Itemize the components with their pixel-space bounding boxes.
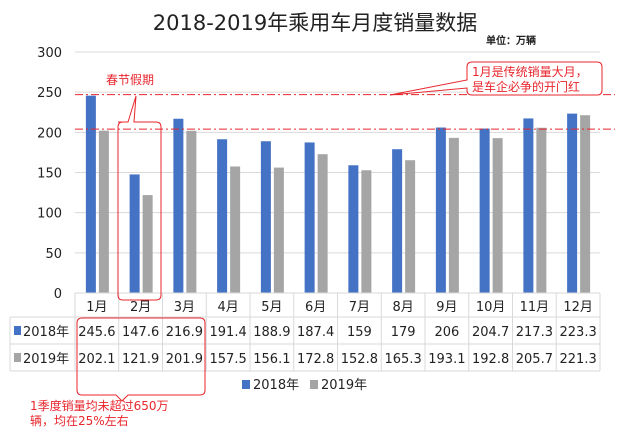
x-tick-label: 11月 <box>520 300 550 315</box>
january-callout <box>389 61 603 96</box>
data-label: 192.8 <box>472 352 509 367</box>
bar-2019 <box>536 127 547 293</box>
legend-key <box>242 380 250 389</box>
january-note-line2: 是车企必争的开门红 <box>472 79 580 94</box>
data-label: 217.3 <box>516 325 553 340</box>
table-legend-key <box>14 353 21 362</box>
bar-2019 <box>98 130 109 293</box>
data-label: 121.9 <box>122 352 159 367</box>
y-tick-label: 250 <box>37 86 62 101</box>
data-label: 216.9 <box>166 325 203 340</box>
q1-note-line2: 辆，均在25%左右 <box>30 413 129 427</box>
bar-2018 <box>479 128 490 293</box>
bar-2018 <box>567 113 578 294</box>
bar-2018 <box>129 174 140 293</box>
bar-2018 <box>348 165 359 293</box>
bar-2019 <box>273 167 284 293</box>
data-label: 156.1 <box>253 352 290 367</box>
data-label: 147.6 <box>122 325 159 340</box>
bar-2018 <box>392 149 403 293</box>
bar-2018 <box>85 95 96 294</box>
data-label: 193.1 <box>428 352 465 367</box>
x-tick-label: 4月 <box>217 300 238 315</box>
data-label: 201.9 <box>166 352 203 367</box>
x-tick-label: 8月 <box>392 300 413 315</box>
data-label: 152.8 <box>341 352 378 367</box>
data-label: 172.8 <box>297 352 334 367</box>
bar-2019 <box>580 115 591 293</box>
legend-label: 2018年 <box>253 378 299 393</box>
bar-2018 <box>435 127 446 293</box>
legend-key <box>310 380 318 389</box>
bar-2019 <box>448 137 459 293</box>
table-legend-key <box>14 326 21 335</box>
bar-2019 <box>405 160 416 293</box>
bar-2019 <box>492 138 503 293</box>
x-tick-label: 12月 <box>563 300 593 315</box>
y-tick-label: 200 <box>37 126 62 141</box>
data-label: 206 <box>434 325 459 340</box>
data-label: 191.4 <box>210 325 247 340</box>
data-label: 245.6 <box>78 325 115 340</box>
bar-2018 <box>523 118 534 293</box>
y-tick-label: 150 <box>37 167 62 182</box>
x-tick-label: 3月 <box>174 300 195 315</box>
data-label: 188.9 <box>253 325 290 340</box>
bar-2018 <box>304 142 315 293</box>
x-tick-label: 6月 <box>305 300 326 315</box>
data-label: 159 <box>347 325 372 340</box>
data-label: 187.4 <box>297 325 334 340</box>
data-label: 157.5 <box>210 352 247 367</box>
bar-2019 <box>186 130 197 293</box>
bar-2019 <box>361 170 372 293</box>
bar-2018 <box>217 139 228 293</box>
table-series-name: 2019年 <box>23 352 69 367</box>
data-label: 204.7 <box>472 325 509 340</box>
x-tick-label: 10月 <box>476 300 506 315</box>
spring-festival-label: 春节假期 <box>106 73 154 87</box>
y-tick-label: 50 <box>45 247 62 262</box>
x-tick-label: 7月 <box>349 300 370 315</box>
legend-label: 2019年 <box>321 378 367 393</box>
bar-2019 <box>317 154 328 293</box>
january-note-line1: 1月是传统销量大月， <box>472 64 588 79</box>
bar-2018 <box>173 118 184 293</box>
data-label: 205.7 <box>516 352 553 367</box>
data-label: 179 <box>391 325 416 340</box>
bar-2018 <box>260 141 271 293</box>
data-label: 165.3 <box>385 352 422 367</box>
x-tick-label: 2月 <box>130 300 151 315</box>
unit-label: 单位：万辆 <box>486 34 536 47</box>
bar-2019 <box>230 166 241 293</box>
q1-note-line1: 1季度销量均未超过650万 <box>30 398 169 413</box>
data-label: 202.1 <box>78 352 115 367</box>
x-tick-label: 5月 <box>261 300 282 315</box>
y-tick-label: 100 <box>37 207 62 222</box>
chart-title: 2018-2019年乘用车月度销量数据 <box>153 11 477 35</box>
q1-callout <box>76 317 206 402</box>
bar-2019 <box>142 195 153 293</box>
x-tick-label: 1月 <box>86 300 107 315</box>
table-series-name: 2018年 <box>23 325 69 340</box>
y-tick-label: 300 <box>37 46 62 61</box>
data-label: 221.3 <box>560 352 597 367</box>
y-tick-label: 0 <box>54 287 62 302</box>
data-label: 223.3 <box>560 325 597 340</box>
spring-festival-callout <box>117 95 162 301</box>
x-tick-label: 9月 <box>436 300 457 315</box>
